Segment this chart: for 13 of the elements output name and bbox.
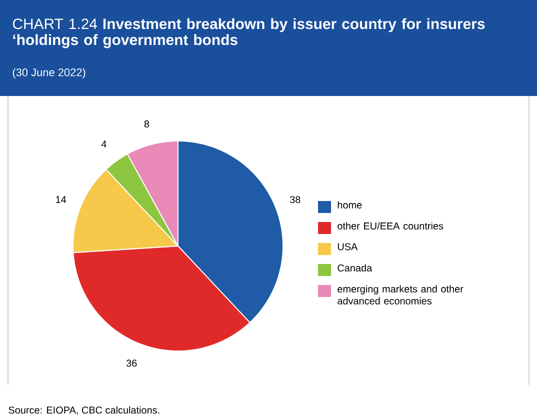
legend-label: Canada [338, 264, 372, 272]
data-label: 8 [144, 120, 150, 128]
data-label: 38 [290, 196, 300, 204]
data-label: 36 [126, 360, 137, 367]
legend-label: home [338, 201, 362, 209]
data-label: 4 [101, 140, 106, 148]
legend-label: other EU/EEA countries [338, 222, 444, 230]
source-note: Source: EIOPA, CBC calculations. [8, 406, 160, 415]
chart-subtitle: (30 June 2022) [12, 68, 86, 78]
legend-label: emerging markets and other advanced economies [338, 285, 464, 305]
data-label: 14 [56, 196, 66, 204]
chart-title: CHART 1.24 Investment breakdown by issuer country for insurers ‘holdings of government bonds [12, 18, 485, 48]
legend-label: USA [338, 243, 358, 250]
